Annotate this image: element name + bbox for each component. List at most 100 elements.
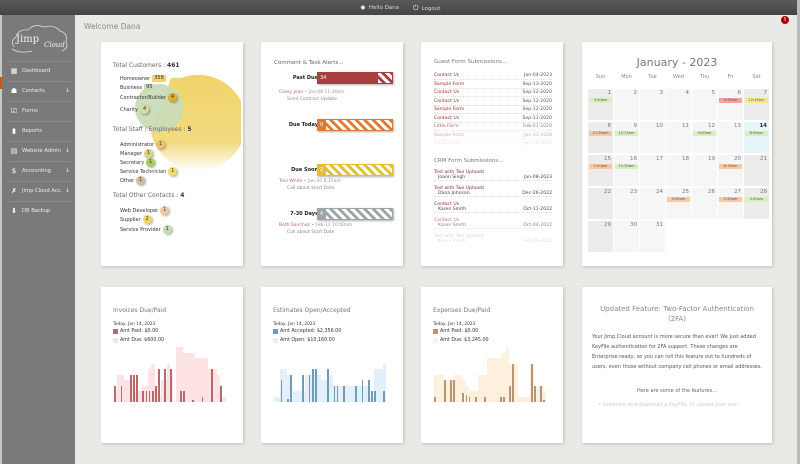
expand-arrow-icon[interactable]: ↓ (64, 187, 70, 194)
paid-bar[interactable] (468, 396, 471, 402)
form-name-link[interactable]: Sample Form (434, 107, 465, 112)
calendar-day[interactable]: 4 (666, 89, 691, 120)
expand-arrow-icon[interactable]: ↓ (64, 167, 70, 174)
calendar-day[interactable]: 29 (588, 221, 613, 252)
form-name-link[interactable]: Contact Us (434, 90, 460, 95)
guest-submission-row[interactable]: Sample Form Sep-12-2020 (434, 106, 552, 114)
due-bar[interactable] (182, 352, 186, 402)
due-bar[interactable] (117, 374, 121, 402)
guest-submission-row[interactable]: Contact Us Jan-04-2023 (434, 72, 552, 80)
due-bar[interactable] (126, 380, 130, 402)
paid-bar[interactable] (289, 374, 292, 402)
due-bar[interactable] (536, 385, 541, 402)
calendar-day[interactable]: 6 9:45am (718, 89, 743, 120)
sidebar-item-db-backup[interactable]: ⬇ DB Backup (7, 201, 72, 219)
calendar-event[interactable]: 11:30am (589, 131, 612, 136)
due-bar[interactable] (455, 374, 460, 402)
due-bar[interactable] (213, 369, 217, 402)
due-bar[interactable] (160, 380, 165, 402)
paid-bar[interactable] (192, 400, 195, 402)
due-bar[interactable] (295, 391, 300, 402)
due-bar[interactable] (493, 358, 497, 402)
paid-bar[interactable] (361, 380, 364, 402)
calendar-day[interactable]: 9 11:15am (614, 122, 639, 153)
paid-bar[interactable] (462, 392, 465, 402)
contact-type-row[interactable]: Service Provider 1 (120, 225, 172, 234)
paid-bar[interactable] (342, 385, 345, 402)
due-bar[interactable] (176, 347, 180, 402)
contact-name-link[interactable]: Toni White (279, 179, 303, 184)
paid-bar[interactable] (286, 399, 289, 402)
due-bar[interactable] (188, 352, 193, 402)
calendar-day[interactable]: 22 (588, 188, 613, 219)
paid-bar[interactable] (154, 385, 157, 402)
sidebar-item-contacts[interactable]: ☗ Contacts ↓ (7, 81, 72, 99)
alert-entry[interactable]: Corey Jean • Jan-08 11:30am Send Contract… (279, 90, 345, 102)
calendar-day[interactable]: 26 (692, 188, 717, 219)
sidebar-item-reports[interactable]: ▮ Reports (7, 121, 72, 139)
crm-submission-row[interactable]: Test with Two Uploads Dana Johnson Dec-26-… (434, 186, 552, 197)
calendar-day[interactable]: 12 9:00am (692, 122, 717, 153)
due-bar[interactable] (277, 396, 281, 402)
alert-progress-bar[interactable]: 4 (317, 208, 393, 220)
paid-bar[interactable] (449, 380, 452, 402)
due-bar[interactable] (505, 347, 509, 402)
crm-submission-row[interactable]: Contact Us Karen Smith Oct-11-2022 (434, 202, 552, 213)
paid-bar[interactable] (484, 396, 487, 402)
due-bar[interactable] (471, 391, 475, 402)
guest-submission-row[interactable]: Sample Form Sep-13-2020 (434, 81, 552, 89)
due-bar[interactable] (480, 374, 485, 402)
due-bar[interactable] (204, 358, 208, 402)
due-bar[interactable] (524, 396, 528, 402)
due-bar[interactable] (345, 385, 349, 402)
contact-type-row[interactable]: Service Technician 1 (120, 167, 178, 176)
contact-type-row[interactable]: Manager 1 (120, 149, 153, 158)
paid-bar[interactable] (370, 391, 373, 402)
calendar-event[interactable]: 9:00am (693, 131, 716, 136)
calendar-event[interactable]: 3:30pm (589, 98, 612, 103)
paid-bar[interactable] (314, 369, 317, 402)
contact-name-link[interactable]: Beth Sanchez (279, 223, 310, 228)
contact-name-link[interactable]: Corey Jean (279, 90, 304, 95)
paid-bar[interactable] (142, 391, 145, 402)
calendar-event[interactable]: 9:45am (667, 197, 690, 202)
alert-progress-bar[interactable]: 0 (317, 119, 393, 131)
due-bar[interactable] (373, 369, 377, 402)
alert-group-due-soon[interactable]: Due Soon 2 (275, 164, 393, 176)
paid-bar[interactable] (543, 400, 546, 402)
calendar-day[interactable]: 2 (614, 89, 639, 120)
due-bar[interactable] (317, 374, 321, 402)
due-bar[interactable] (138, 391, 143, 402)
due-bar[interactable] (502, 352, 506, 402)
paid-bar[interactable] (336, 385, 339, 402)
guest-submission-row[interactable]: Contact Us Sep-12-2020 (434, 89, 552, 97)
due-bar[interactable] (320, 380, 325, 402)
calendar-event[interactable]: 1:00pm (589, 164, 612, 169)
due-bar[interactable] (542, 391, 547, 402)
calendar-day[interactable]: 16 11:30am (614, 155, 639, 186)
alert-group-7-30-days[interactable]: 7-30 Days 4 (275, 208, 393, 220)
due-bar[interactable] (490, 358, 494, 402)
due-bar[interactable] (518, 396, 522, 402)
due-bar[interactable] (274, 396, 278, 402)
contact-type-row[interactable]: Other 1 (120, 176, 146, 185)
due-bar[interactable] (207, 369, 211, 402)
calendar-day[interactable]: 21 (744, 155, 769, 186)
paid-bar[interactable] (373, 391, 376, 402)
calendar-day[interactable]: 10 (640, 122, 665, 153)
contact-type-row[interactable]: Contractor/Builder 4 (120, 93, 177, 102)
paid-bar[interactable] (530, 363, 533, 402)
due-bar[interactable] (305, 374, 309, 402)
paid-bar[interactable] (164, 369, 167, 402)
due-bar[interactable] (465, 385, 469, 402)
sidebar-item-forms[interactable]: ☑ Forms (7, 101, 72, 119)
alert-progress-bar[interactable]: 34 (317, 72, 393, 84)
paid-bar[interactable] (502, 396, 505, 402)
due-bar[interactable] (440, 374, 444, 402)
guest-submission-row[interactable]: Contact Us Jan-08-2020 (434, 140, 552, 148)
due-bar[interactable] (477, 374, 481, 402)
form-name-link[interactable]: Test with Two Uploads (434, 170, 485, 175)
calendar-day[interactable]: 1 3:30pm (588, 89, 613, 120)
calendar-event[interactable]: 9:45am (719, 98, 742, 103)
paid-bar[interactable] (499, 396, 502, 402)
